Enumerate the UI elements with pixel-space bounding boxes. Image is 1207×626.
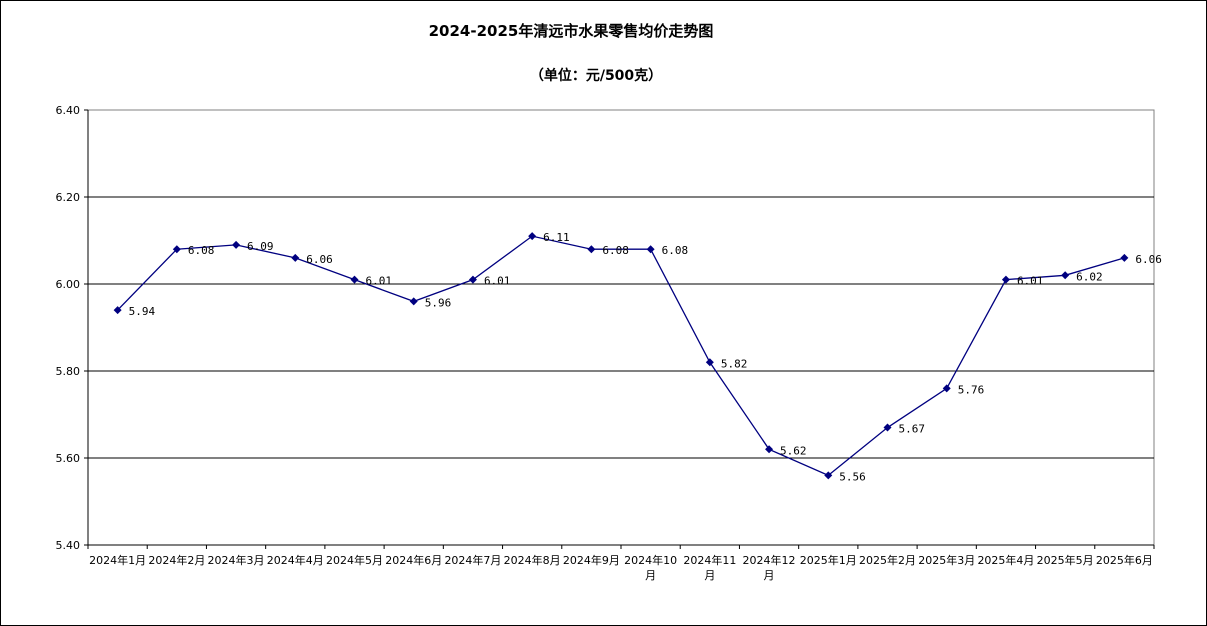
data-label: 5.76 bbox=[958, 383, 985, 396]
data-label: 6.11 bbox=[543, 231, 570, 244]
x-tick-label: 2025年4月 bbox=[977, 553, 1034, 567]
data-label: 6.01 bbox=[366, 275, 393, 288]
x-tick-label: 月 bbox=[645, 569, 656, 582]
data-label: 5.94 bbox=[129, 305, 156, 318]
y-tick-label: 6.00 bbox=[56, 278, 81, 291]
x-tick-label: 2024年3月 bbox=[208, 553, 265, 567]
data-label: 5.62 bbox=[780, 444, 807, 457]
data-label: 5.67 bbox=[899, 423, 926, 436]
plot-area bbox=[87, 109, 1155, 546]
data-point-marker bbox=[350, 275, 359, 284]
x-tick-label: 2024年1月 bbox=[89, 553, 146, 567]
x-tick-label: 2024年2月 bbox=[148, 553, 205, 567]
data-point-marker bbox=[1061, 271, 1070, 280]
data-point-marker bbox=[468, 275, 477, 284]
x-tick-label: 2024年4月 bbox=[267, 553, 324, 567]
data-label: 5.82 bbox=[721, 357, 748, 370]
x-tick-label: 2025年5月 bbox=[1037, 553, 1094, 567]
data-label: 6.08 bbox=[188, 244, 215, 257]
y-tick-label: 5.40 bbox=[56, 539, 81, 552]
x-tick-label: 月 bbox=[704, 569, 715, 582]
y-tick-label: 6.40 bbox=[56, 104, 81, 117]
x-tick-label: 2025年1月 bbox=[800, 553, 857, 567]
series-line bbox=[117, 235, 1125, 477]
data-point-marker bbox=[824, 471, 833, 480]
data-point-marker bbox=[1001, 275, 1010, 284]
data-label: 6.06 bbox=[306, 253, 333, 266]
data-label: 5.96 bbox=[425, 296, 452, 309]
data-label: 6.01 bbox=[1017, 275, 1044, 288]
data-label: 6.01 bbox=[484, 275, 511, 288]
data-point-marker bbox=[291, 253, 300, 262]
data-label: 6.09 bbox=[247, 240, 273, 253]
data-point-marker bbox=[172, 245, 181, 254]
data-point-marker bbox=[1120, 253, 1129, 262]
data-point-marker bbox=[232, 240, 241, 249]
data-label: 6.02 bbox=[1076, 270, 1103, 283]
y-tick-label: 6.20 bbox=[56, 191, 81, 204]
x-tick-label: 2024年5月 bbox=[326, 553, 383, 567]
x-tick-label: 2025年3月 bbox=[918, 553, 975, 567]
x-tick-label: 2024年12 bbox=[743, 553, 796, 567]
data-point-marker bbox=[528, 232, 537, 241]
x-tick-label: 2025年2月 bbox=[859, 553, 916, 567]
x-tick-label: 2024年7月 bbox=[444, 553, 501, 567]
x-tick-label: 2024年8月 bbox=[504, 553, 561, 567]
chart-subtitle: （单位：元/500克） bbox=[529, 68, 663, 84]
x-tick-label: 2024年10 bbox=[624, 553, 677, 567]
data-point-marker bbox=[587, 245, 596, 254]
y-tick-label: 5.60 bbox=[56, 452, 81, 465]
data-label: 5.56 bbox=[839, 470, 866, 483]
data-point-marker bbox=[409, 297, 418, 306]
y-tick-label: 5.80 bbox=[56, 365, 81, 378]
x-tick-label: 2024年11 bbox=[683, 553, 736, 567]
data-label: 6.08 bbox=[602, 244, 629, 257]
x-tick-label: 2025年6月 bbox=[1096, 553, 1153, 567]
data-point-marker bbox=[883, 423, 892, 432]
data-label: 6.06 bbox=[1135, 253, 1162, 266]
x-tick-label: 2024年6月 bbox=[385, 553, 442, 567]
x-tick-label: 2024年9月 bbox=[563, 553, 620, 567]
data-point-marker bbox=[113, 306, 122, 315]
x-tick-label: 月 bbox=[764, 569, 775, 582]
data-point-marker bbox=[646, 245, 655, 254]
chart-title: 2024-2025年清远市水果零售均价走势图 bbox=[428, 22, 714, 40]
data-point-marker bbox=[765, 445, 774, 454]
data-point-marker bbox=[942, 384, 951, 393]
data-point-marker bbox=[705, 358, 714, 367]
data-label: 6.08 bbox=[662, 244, 689, 257]
